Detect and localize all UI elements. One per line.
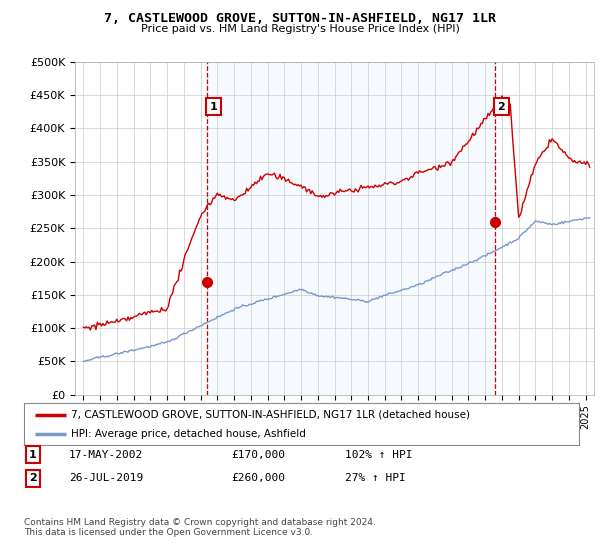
Text: £170,000: £170,000: [231, 450, 285, 460]
Text: 17-MAY-2002: 17-MAY-2002: [69, 450, 143, 460]
Text: 7, CASTLEWOOD GROVE, SUTTON-IN-ASHFIELD, NG17 1LR: 7, CASTLEWOOD GROVE, SUTTON-IN-ASHFIELD,…: [104, 12, 496, 25]
Text: HPI: Average price, detached house, Ashfield: HPI: Average price, detached house, Ashf…: [71, 429, 306, 439]
Text: £260,000: £260,000: [231, 473, 285, 483]
Text: Contains HM Land Registry data © Crown copyright and database right 2024.
This d: Contains HM Land Registry data © Crown c…: [24, 518, 376, 538]
Text: 1: 1: [29, 450, 37, 460]
Text: Price paid vs. HM Land Registry's House Price Index (HPI): Price paid vs. HM Land Registry's House …: [140, 24, 460, 34]
Text: 2: 2: [497, 101, 505, 111]
Text: 7, CASTLEWOOD GROVE, SUTTON-IN-ASHFIELD, NG17 1LR (detached house): 7, CASTLEWOOD GROVE, SUTTON-IN-ASHFIELD,…: [71, 409, 470, 419]
Text: 27% ↑ HPI: 27% ↑ HPI: [345, 473, 406, 483]
Text: 26-JUL-2019: 26-JUL-2019: [69, 473, 143, 483]
Bar: [207, 62, 495, 395]
Text: 2: 2: [29, 473, 37, 483]
Text: 1: 1: [210, 101, 217, 111]
Text: 102% ↑ HPI: 102% ↑ HPI: [345, 450, 413, 460]
